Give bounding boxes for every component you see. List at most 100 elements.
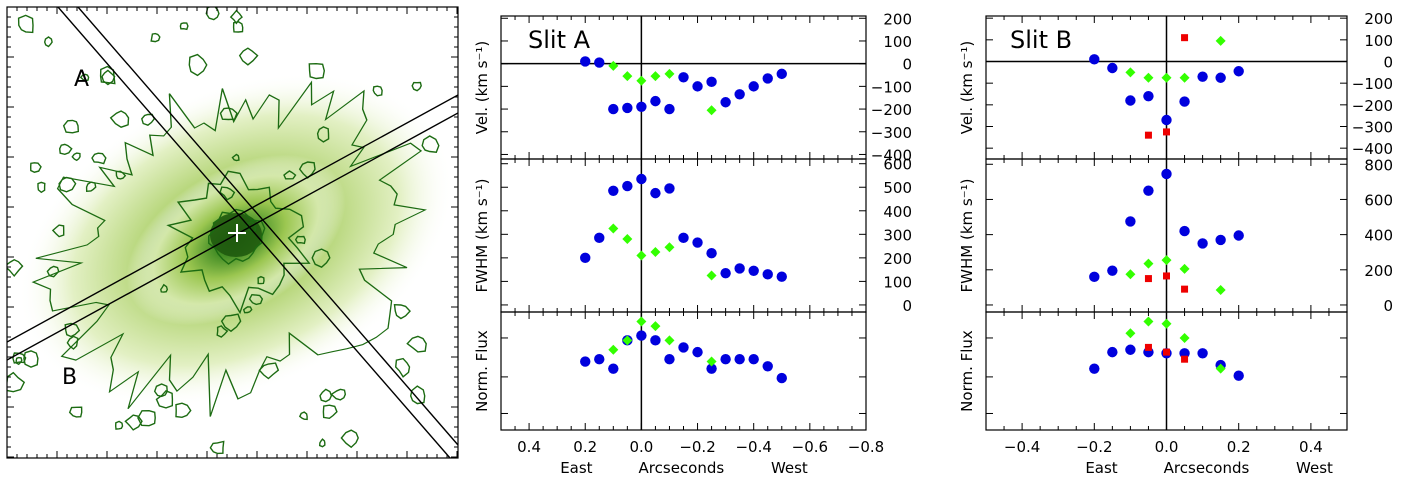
blue-point xyxy=(776,271,787,282)
contour-speck xyxy=(85,181,97,193)
green-point xyxy=(1125,67,1136,78)
slit-a-label: A xyxy=(74,67,89,92)
y-axis-label: Norm. Flux xyxy=(473,330,491,412)
slit-b-edge-1 xyxy=(7,94,458,343)
blue-point xyxy=(678,232,689,244)
blue-point xyxy=(748,81,759,92)
y-tick-label: 200 xyxy=(1364,262,1393,280)
green-point xyxy=(608,344,619,355)
blue-point xyxy=(1089,271,1100,283)
blue-point xyxy=(734,263,745,274)
y-tick-label: −200 xyxy=(1352,97,1393,115)
contour-speck xyxy=(160,283,169,293)
blue-point xyxy=(622,102,633,114)
green-point xyxy=(636,75,647,86)
contour-speck xyxy=(231,153,240,162)
x-label-west: West xyxy=(771,459,808,477)
contour-speck xyxy=(179,22,189,31)
green-point xyxy=(1125,269,1136,280)
y-tick-label: −200 xyxy=(871,101,912,119)
y-axis-label: FWHM (km s⁻¹) xyxy=(958,179,976,293)
green-point xyxy=(622,234,633,245)
blue-point xyxy=(664,183,675,194)
y-tick-label: −400 xyxy=(871,146,912,164)
y-tick-label: 0 xyxy=(1383,297,1393,315)
y-tick-label: −100 xyxy=(871,78,912,96)
contour-speck xyxy=(155,389,174,409)
panel-2: 600 500 400 300 200 100 0 FWHM (km s⁻¹) xyxy=(473,156,912,315)
contour-speck xyxy=(37,181,46,194)
x-label-west: West xyxy=(1296,459,1333,477)
panel-3: Norm. Flux xyxy=(473,311,867,431)
blue-point xyxy=(678,342,689,353)
contour-speck xyxy=(216,325,229,338)
y-tick-label: 100 xyxy=(883,33,912,51)
blue-point xyxy=(594,232,605,244)
blue-point xyxy=(1179,225,1190,237)
x-label-east: East xyxy=(1085,459,1117,477)
contour-speck xyxy=(71,152,81,162)
x-tick-label: 0.4 xyxy=(1299,438,1323,456)
slit-a-edge-2 xyxy=(77,7,458,446)
contour-speck xyxy=(205,7,220,21)
blue-point xyxy=(1125,344,1136,355)
green-point xyxy=(1179,332,1190,343)
x-tick-label: −0.2 xyxy=(679,438,715,456)
blue-point xyxy=(692,81,703,92)
contour-speck xyxy=(150,32,161,43)
blue-point xyxy=(580,252,591,264)
green-point xyxy=(706,270,717,281)
contour-speck xyxy=(372,85,383,97)
blue-point xyxy=(1143,185,1154,196)
image-ticks xyxy=(6,6,458,458)
y-tick-label: −100 xyxy=(1352,75,1393,93)
contour-speck xyxy=(175,402,192,419)
x-label-center: Arcseconds xyxy=(639,459,725,477)
contour-speck xyxy=(340,429,359,449)
blue-point xyxy=(1161,114,1172,126)
green-point xyxy=(650,321,661,332)
x-label-center: Arcseconds xyxy=(1164,459,1250,477)
contour-speck xyxy=(298,411,308,421)
contour-speck xyxy=(229,9,243,25)
blue-point xyxy=(636,330,647,341)
green-point xyxy=(650,71,661,82)
y-tick-label: −400 xyxy=(1352,140,1393,158)
y-tick-label: 0 xyxy=(1383,54,1393,72)
green-point xyxy=(1215,35,1226,46)
green-point xyxy=(706,105,717,116)
blue-point xyxy=(608,185,619,196)
contour-speck xyxy=(109,110,130,128)
contour-speck xyxy=(153,383,168,398)
contour-speck xyxy=(219,186,236,201)
contour-speck xyxy=(66,335,79,350)
contour-speck xyxy=(257,275,265,285)
blue-point xyxy=(692,346,703,358)
blue-point xyxy=(706,247,717,259)
y-tick-label: 400 xyxy=(883,203,912,221)
contour-speck xyxy=(248,293,264,306)
blue-point xyxy=(1143,90,1154,102)
contour-speck xyxy=(7,259,24,277)
blue-point xyxy=(1125,216,1136,227)
y-tick-label: 600 xyxy=(1364,191,1393,209)
green-point xyxy=(706,356,717,367)
x-tick-label: 0.2 xyxy=(1227,438,1251,456)
red-point xyxy=(1163,128,1170,136)
blue-point xyxy=(1161,168,1172,180)
blue-point xyxy=(1107,62,1118,74)
green-point xyxy=(622,335,633,346)
x-tick-label: −0.4 xyxy=(1004,438,1040,456)
blue-point xyxy=(594,354,605,365)
contour-speck xyxy=(115,170,127,180)
green-point xyxy=(1215,285,1226,296)
green-point xyxy=(1125,328,1136,339)
red-point xyxy=(1181,34,1189,42)
contour-speck xyxy=(68,406,83,418)
x-label-east: East xyxy=(560,459,592,477)
chart-slit-b: 200 100 0 −100 −200 −300 −400 Vel. (km s⁻¹) 800 6… xyxy=(958,10,1393,477)
image-frame xyxy=(6,6,459,459)
contour-speck xyxy=(29,162,42,173)
contour-speck xyxy=(51,224,65,238)
